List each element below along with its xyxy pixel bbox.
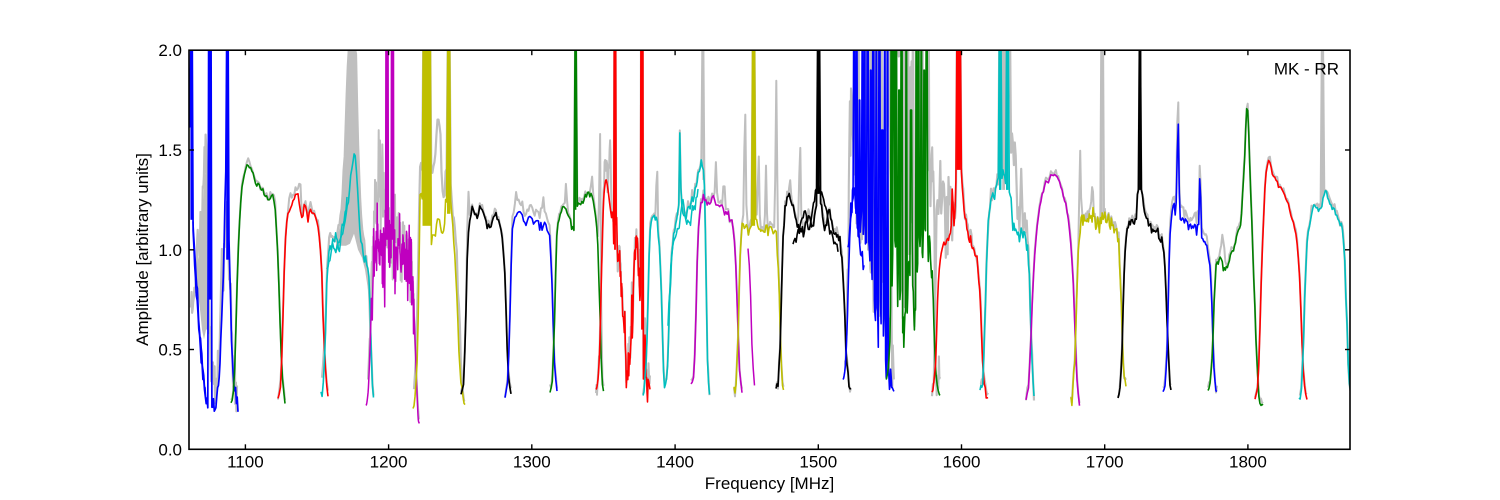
svg-text:1.0: 1.0 (158, 241, 182, 260)
svg-text:Frequency [MHz]: Frequency [MHz] (705, 474, 834, 493)
svg-text:1600: 1600 (943, 453, 981, 472)
svg-text:1400: 1400 (656, 453, 694, 472)
svg-text:1200: 1200 (370, 453, 408, 472)
svg-text:Amplitude [arbitrary units]: Amplitude [arbitrary units] (133, 153, 152, 346)
svg-text:2.0: 2.0 (158, 41, 182, 60)
svg-text:0.5: 0.5 (158, 341, 182, 360)
svg-text:1100: 1100 (227, 453, 264, 472)
svg-text:MK - RR: MK - RR (1274, 60, 1339, 79)
svg-text:1500: 1500 (799, 453, 837, 472)
svg-text:1700: 1700 (1086, 453, 1124, 472)
svg-text:1.5: 1.5 (158, 141, 182, 160)
svg-text:0.0: 0.0 (158, 440, 182, 459)
svg-text:1800: 1800 (1229, 453, 1267, 472)
svg-text:1300: 1300 (513, 453, 551, 472)
